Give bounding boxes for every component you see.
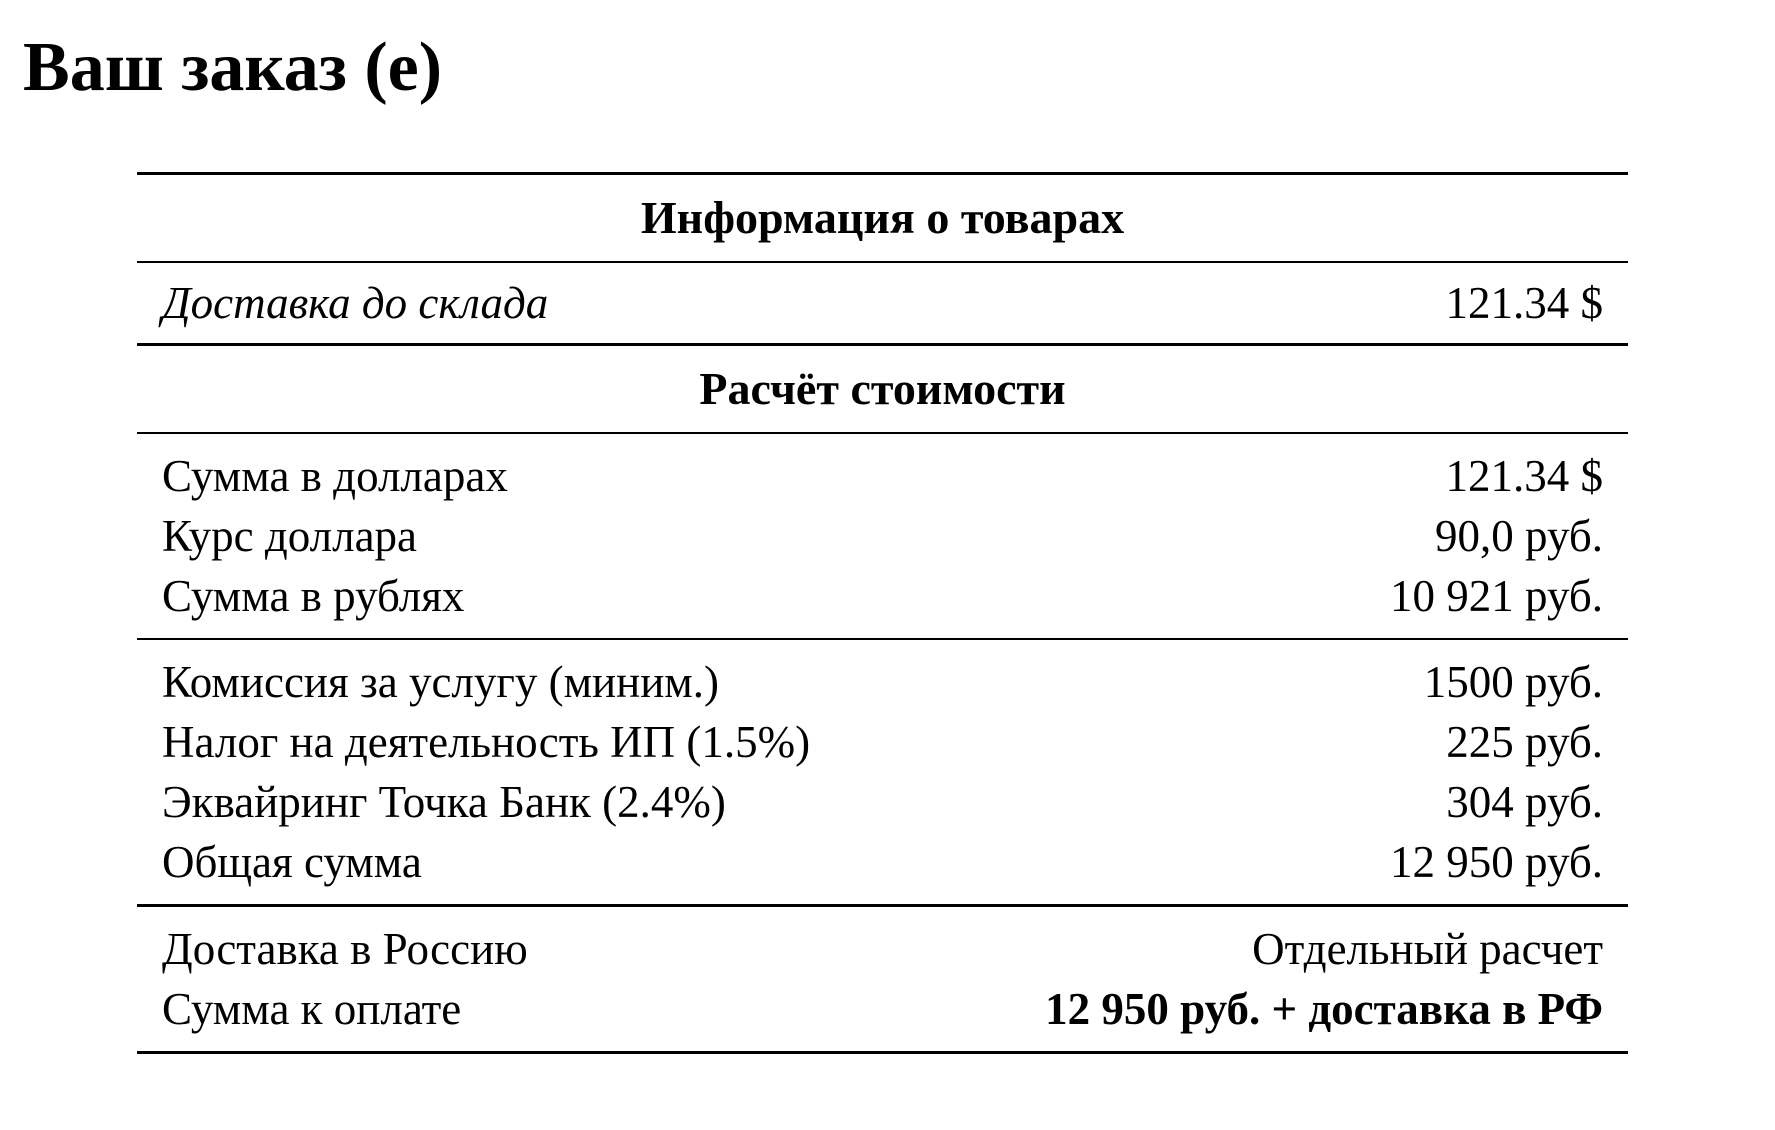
table-section: Доставка в Россию Отдельный расчет Сумма к…	[137, 904, 1628, 1051]
row-value: 121.34 $	[1445, 278, 1604, 328]
row-label: Доставка в Россию	[162, 924, 528, 974]
table-section: Информация о товарах Доставка до склада 12…	[137, 175, 1628, 343]
row-value: 304 руб.	[1446, 777, 1603, 827]
table-row: Доставка до склада 121.34 $	[137, 273, 1628, 333]
table-row: Сумма к оплате 12 950 руб. + доставка в Р…	[137, 979, 1628, 1039]
row-label: Комиссия за услугу (миним.)	[162, 657, 720, 707]
row-label: Курс доллара	[162, 511, 418, 561]
row-value: 121.34 $	[1445, 451, 1604, 501]
row-group: Комиссия за услугу (миним.) 1500 руб. Нало…	[137, 638, 1628, 904]
row-label: Сумма в долларах	[162, 451, 508, 501]
row-label: Общая сумма	[162, 837, 422, 887]
page-title: Ваш заказ (е)	[23, 29, 443, 106]
table-row: Сумма в долларах 121.34 $	[137, 446, 1628, 506]
row-label: Сумма к оплате	[162, 984, 462, 1034]
order-table: Информация о товарах Доставка до склада 12…	[137, 172, 1628, 1054]
table-row: Сумма в рублях 10 921 руб.	[137, 566, 1628, 626]
row-value: 12 950 руб. + доставка в РФ	[1045, 984, 1603, 1034]
table-row: Комиссия за услугу (миним.) 1500 руб.	[137, 652, 1628, 712]
table-row: Общая сумма 12 950 руб.	[137, 832, 1628, 892]
table-row: Доставка в Россию Отдельный расчет	[137, 919, 1628, 979]
row-label: Сумма в рублях	[162, 571, 465, 621]
row-value: 12 950 руб.	[1390, 837, 1603, 887]
row-value: 225 руб.	[1446, 717, 1603, 767]
section-heading: Информация о товарах	[137, 175, 1628, 263]
table-row: Курс доллара 90,0 руб.	[137, 506, 1628, 566]
row-label: Эквайринг Точка Банк (2.4%)	[162, 777, 726, 827]
table-section: Расчёт стоимости Сумма в долларах 121.34 $…	[137, 343, 1628, 904]
table-row: Налог на деятельность ИП (1.5%) 225 руб.	[137, 712, 1628, 772]
row-group: Сумма в долларах 121.34 $ Курс доллара 90,0…	[137, 434, 1628, 638]
row-label: Налог на деятельность ИП (1.5%)	[162, 717, 811, 767]
row-value: Отдельный расчет	[1252, 924, 1603, 974]
row-group: Доставка в Россию Отдельный расчет Сумма к…	[137, 907, 1628, 1051]
row-value: 1500 руб.	[1423, 657, 1603, 707]
row-value: 10 921 руб.	[1390, 571, 1603, 621]
row-value: 90,0 руб.	[1435, 511, 1603, 561]
row-label: Доставка до склада	[162, 278, 549, 328]
row-group: Доставка до склада 121.34 $	[137, 263, 1628, 343]
table-row: Эквайринг Точка Банк (2.4%) 304 руб.	[137, 772, 1628, 832]
section-heading: Расчёт стоимости	[137, 346, 1628, 434]
